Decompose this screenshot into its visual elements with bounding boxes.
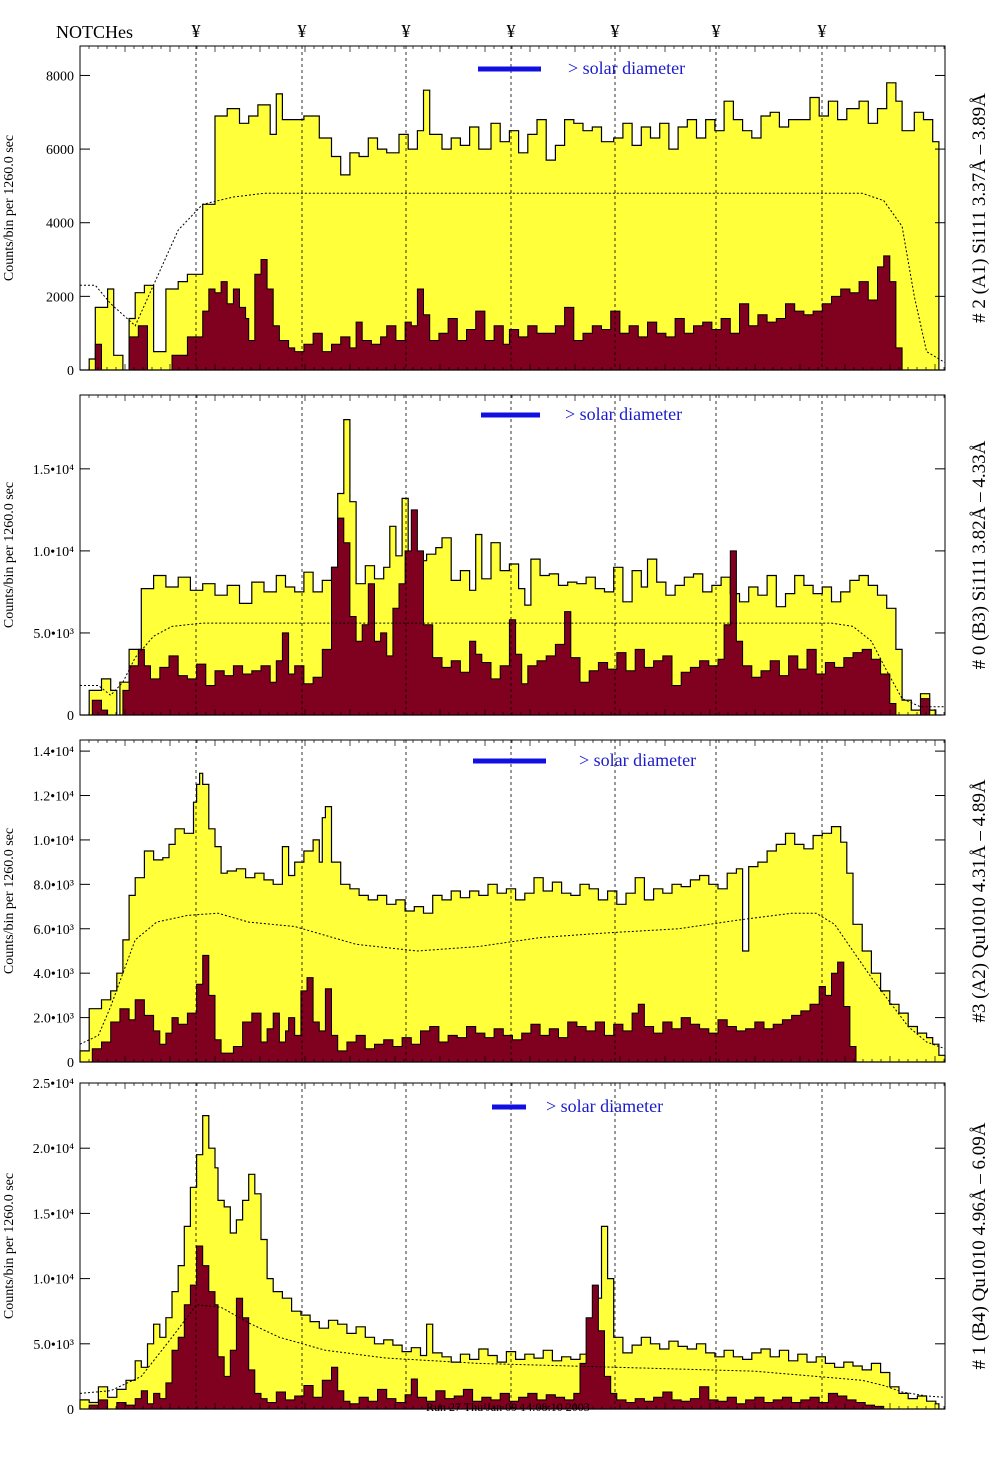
panel-side-label-A1: # 2 (A1) Si111 3.37Å – 3.89Å <box>969 93 990 323</box>
y-axis-label-B4: Counts/bin per 1260.0 sec <box>2 1173 17 1319</box>
y-tick-label: 1.2•10⁴ <box>33 790 74 805</box>
panel-A1: 0 2000 4000 6000 8000 Counts/bin per 1260.0 s… <box>2 45 990 379</box>
y-tick-label: 1.0•10⁴ <box>33 834 74 849</box>
y-tick-label: 2000 <box>46 290 74 305</box>
notch-marker-2: ¥ <box>298 21 307 41</box>
y-tick-label: 4000 <box>46 217 74 232</box>
y-tick-label: 6.0•10³ <box>33 923 74 938</box>
legend-text-B3: > solar diameter <box>565 404 682 424</box>
y-tick-label: 5.0•10³ <box>33 1338 74 1353</box>
plot-frame-B3 <box>79 394 946 716</box>
lower-histogram-B4 <box>80 1245 945 1410</box>
plot-frame-A2 <box>79 739 946 1063</box>
y-axis-label-A2: Counts/bin per 1260.0 sec <box>2 828 17 974</box>
y-tick-label: 1.5•10⁴ <box>33 463 74 478</box>
legend-text-A2: > solar diameter <box>579 750 696 770</box>
y-tick-label: 0 <box>67 1403 74 1418</box>
plot-frame-B4 <box>79 1082 946 1410</box>
notch-markers: ¥ ¥ ¥ ¥ ¥ ¥ ¥ <box>192 21 827 41</box>
y-tick-label: 4.0•10³ <box>33 967 74 982</box>
model-profile-B3 <box>80 622 945 708</box>
model-profile-A2 <box>79 912 946 1050</box>
panel-side-label-B4: # 1 (B4) Qu1010 4.96Å – 6.09Å <box>969 1122 990 1369</box>
upper-histogram-A1 <box>80 82 945 371</box>
y-tick-label: 0 <box>67 1056 74 1071</box>
panel-B4: 0 5.0•10³ 1.0•10⁴ 1.5•10⁴ 2.0•10⁴ 2.5•10⁴ Coun… <box>2 1077 990 1418</box>
lower-histogram-B3 <box>80 509 936 716</box>
notch-marker-5: ¥ <box>611 21 620 41</box>
model-profile-B4 <box>79 1304 946 1398</box>
y-tick-label: 1.4•10⁴ <box>33 745 74 760</box>
panel-B3: 0 5.0•10³ 1.0•10⁴ 1.5•10⁴ Counts/bin per 126… <box>2 394 990 724</box>
notch-marker-7: ¥ <box>818 21 827 41</box>
notch-marker-1: ¥ <box>192 21 201 41</box>
y-tick-label: 2.0•10³ <box>33 1012 74 1027</box>
y-tick-label: 0 <box>67 364 74 379</box>
lower-histogram-A2 <box>80 954 945 1063</box>
upper-histogram-B4 <box>79 1115 945 1410</box>
model-profile-A1 <box>80 192 946 364</box>
legend-text-B4: > solar diameter <box>546 1096 663 1116</box>
y-tick-label: 1.0•10⁴ <box>33 545 74 560</box>
panel-side-label-B3: # 0 (B3) Si111 3.82Å – 4.33Å <box>969 440 990 669</box>
y-tick-label: 8000 <box>46 69 74 84</box>
y-tick-label: 6000 <box>46 143 74 158</box>
y-tick-label: 2.5•10⁴ <box>33 1077 74 1092</box>
y-tick-label: 2.0•10⁴ <box>33 1142 74 1157</box>
notch-marker-6: ¥ <box>712 21 721 41</box>
upper-histogram-A2 <box>79 772 946 1063</box>
notches-label: NOTCHes <box>56 22 133 42</box>
y-tick-label: 1.0•10⁴ <box>33 1273 74 1288</box>
panels: 0 2000 4000 6000 8000 Counts/bin per 1260.0 s… <box>2 45 990 1418</box>
y-tick-label: 0 <box>67 709 74 724</box>
y-tick-label: 1.5•10⁴ <box>33 1207 74 1222</box>
y-tick-label: 5.0•10³ <box>33 627 74 642</box>
y-tick-label: 8.0•10³ <box>33 878 74 893</box>
legend-text-A1: > solar diameter <box>568 58 685 78</box>
notch-marker-3: ¥ <box>402 21 411 41</box>
plot-frame-A1 <box>79 45 946 371</box>
panel-side-label-A2: #3 (A2) Qu1010 4.31Å – 4.89Å <box>969 779 990 1023</box>
lower-histogram-A1 <box>80 255 915 371</box>
notch-marker-4: ¥ <box>507 21 516 41</box>
y-axis-label-A1: Counts/bin per 1260.0 sec <box>2 135 17 281</box>
panel-A2: 0 2.0•10³ 4.0•10³ 6.0•10³ 8.0•10³ 1.0•10⁴ 1.2•… <box>2 739 990 1071</box>
y-axis-label-B3: Counts/bin per 1260.0 sec <box>2 482 17 628</box>
footer-run-info: Run 27 Thu Jan 09 14:08:10 2003 <box>426 1400 590 1414</box>
